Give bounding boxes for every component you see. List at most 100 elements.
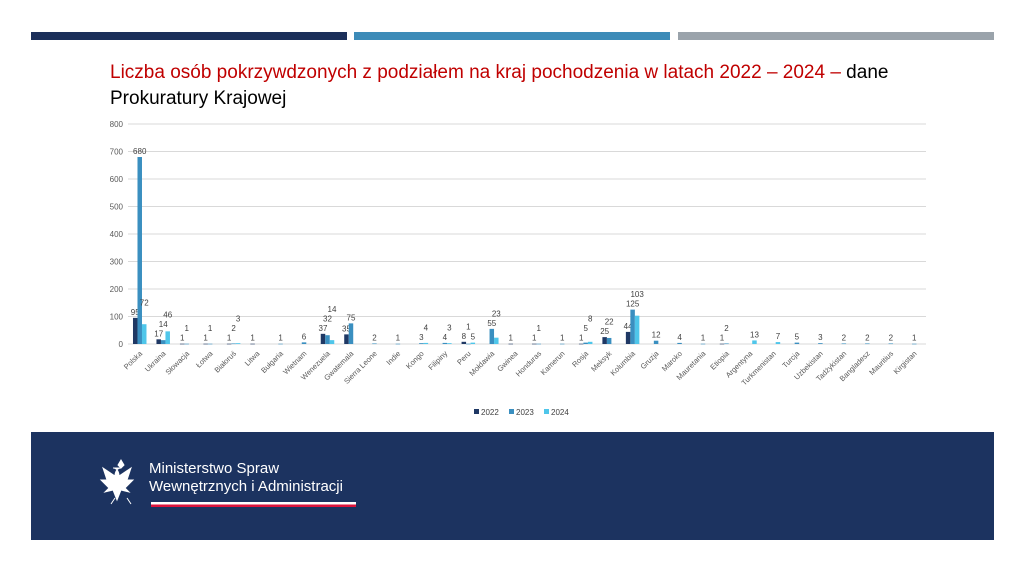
data-label: 1: [701, 334, 706, 343]
bar-2024: [329, 340, 335, 344]
bar-2023: [653, 340, 659, 344]
legend-swatch-2022: [474, 409, 479, 414]
data-label: 1: [396, 334, 401, 343]
bar-2023: [442, 342, 448, 344]
ministry-line2: Wewnętrznych i Administracji: [149, 478, 343, 495]
data-label: 4: [677, 333, 682, 342]
data-label: 4: [443, 333, 448, 342]
bar-2023: [160, 340, 166, 344]
x-tick-label: Mauritius: [867, 349, 895, 377]
top-bar-gray: [678, 32, 994, 40]
legend-label: 2022: [481, 408, 499, 417]
data-label: 72: [140, 298, 149, 307]
x-tick-label: Rosja: [570, 348, 591, 369]
legend-label: 2023: [516, 408, 534, 417]
x-tick-label: Litwa: [243, 348, 262, 367]
bar-2023: [888, 343, 894, 345]
data-label: 1: [466, 322, 471, 331]
data-label: 2: [865, 333, 870, 342]
bar-2023: [559, 343, 565, 345]
bar-2023: [912, 343, 917, 345]
bar-2023: [395, 343, 401, 345]
data-label: 5: [471, 333, 476, 342]
bar-2024: [775, 342, 781, 344]
bar-2023: [348, 323, 354, 344]
bar-2022: [132, 317, 138, 344]
x-tick-label: Peru: [455, 349, 473, 367]
y-tick-label: 600: [110, 175, 124, 184]
bar-2023: [372, 343, 377, 345]
flag-stripe: [151, 502, 356, 507]
data-label: 1: [532, 334, 537, 343]
bar-2022: [179, 343, 185, 345]
bar-2023: [184, 343, 189, 345]
data-label: 23: [492, 309, 501, 318]
bar-2024: [634, 315, 640, 344]
data-label: 2: [231, 324, 236, 333]
footer: Ministerstwo Spraw Wewnętrznych i Adminis…: [31, 432, 994, 540]
data-label: 44: [624, 322, 633, 331]
x-tick-label: Białoruś: [212, 349, 238, 375]
y-tick-label: 0: [119, 340, 124, 349]
legend-label: 2024: [551, 408, 569, 417]
data-label: 14: [328, 305, 337, 314]
bar-2024: [141, 324, 147, 344]
ministry-line1: Ministerstwo Spraw: [149, 460, 280, 477]
y-tick-label: 800: [110, 120, 124, 129]
bar-2022: [203, 343, 208, 345]
data-label: 2: [889, 333, 894, 342]
data-label: 3: [447, 323, 452, 332]
y-tick-label: 500: [110, 203, 124, 212]
data-label: 3: [818, 333, 823, 342]
bar-2023: [231, 343, 236, 345]
bar-2024: [165, 331, 170, 344]
data-label: 95: [131, 308, 140, 317]
legend-swatch-2023: [509, 409, 514, 414]
bar-2022: [531, 343, 537, 345]
bar-2023: [466, 343, 471, 345]
bar-2023: [325, 335, 330, 344]
data-label: 5: [583, 324, 588, 333]
x-tick-label: Słowacja: [164, 348, 192, 376]
data-label: 1: [720, 334, 725, 343]
data-label: 1: [184, 324, 189, 333]
y-tick-label: 400: [110, 230, 124, 239]
data-label: 1: [180, 334, 185, 343]
x-tick-label: Polska: [122, 348, 145, 371]
bar-2022: [320, 333, 326, 344]
bar-2022: [226, 343, 232, 345]
data-label: 8: [588, 315, 593, 324]
bar-2024: [447, 343, 452, 344]
bar-2024: [235, 343, 241, 344]
bar-2022: [578, 343, 584, 345]
top-bar-navy: [31, 32, 347, 40]
bar-2022: [508, 343, 514, 345]
bar-2022: [602, 337, 607, 344]
x-tick-label: Mołdawia: [467, 348, 496, 377]
bar-2023: [841, 343, 847, 345]
bar-2023: [536, 343, 541, 345]
data-label: 1: [227, 334, 232, 343]
bar-2023: [818, 343, 823, 344]
y-tick-label: 700: [110, 148, 124, 157]
bar-2023: [724, 343, 729, 345]
data-label: 4: [424, 324, 429, 333]
bar-2023: [207, 343, 213, 345]
data-label: 1: [579, 334, 584, 343]
data-label: 3: [419, 333, 424, 342]
bar-2022: [719, 343, 725, 345]
x-tick-label: Kongo: [404, 349, 426, 371]
bar-2023: [301, 342, 307, 344]
bar-2022: [250, 343, 255, 345]
bar-2023: [137, 157, 142, 344]
bar-2024: [423, 342, 429, 344]
data-label: 8: [462, 332, 467, 341]
data-label: 1: [509, 334, 514, 343]
x-tick-label: Turcja: [780, 348, 801, 369]
bar-2023: [419, 343, 424, 344]
data-label: 680: [133, 147, 147, 156]
x-tick-label: Honduras: [514, 349, 544, 379]
data-label: 1: [203, 334, 208, 343]
data-label: 14: [159, 320, 168, 329]
eagle-emblem-icon: [99, 459, 135, 505]
